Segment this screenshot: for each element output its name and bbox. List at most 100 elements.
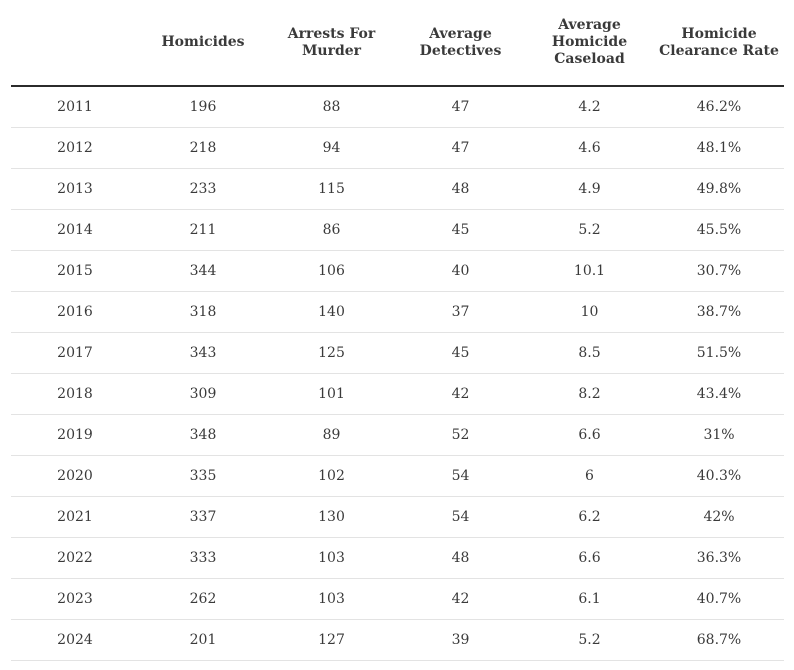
cell-arrests-for-murder: 115 — [267, 168, 396, 210]
cell-year: 2017 — [11, 332, 139, 374]
cell-arrests-for-murder: 103 — [267, 537, 396, 579]
cell-homicide-clearance-rate: 68.7% — [654, 619, 784, 661]
data-table-container: Homicides Arrests For Murder Average Detec… — [11, 0, 784, 661]
cell-arrests-for-murder: 103 — [267, 578, 396, 620]
cell-arrests-for-murder: 130 — [267, 496, 396, 538]
cell-homicides: 344 — [139, 250, 267, 292]
cell-homicide-clearance-rate: 40.3% — [654, 455, 784, 497]
cell-year: 2022 — [11, 537, 139, 579]
cell-arrests-for-murder: 102 — [267, 455, 396, 497]
table-row: 2015 344 106 40 10.1 30.7% — [11, 250, 784, 292]
cell-year: 2016 — [11, 291, 139, 333]
cell-average-homicide-caseload: 5.2 — [525, 209, 654, 251]
cell-homicides: 343 — [139, 332, 267, 374]
cell-homicides: 262 — [139, 578, 267, 620]
cell-arrests-for-murder: 86 — [267, 209, 396, 251]
cell-average-homicide-caseload: 6 — [525, 455, 654, 497]
cell-homicide-clearance-rate: 36.3% — [654, 537, 784, 579]
cell-average-detectives: 52 — [396, 414, 525, 456]
cell-homicides: 333 — [139, 537, 267, 579]
cell-homicide-clearance-rate: 40.7% — [654, 578, 784, 620]
cell-arrests-for-murder: 106 — [267, 250, 396, 292]
table-row: 2022 333 103 48 6.6 36.3% — [11, 537, 784, 579]
cell-year: 2013 — [11, 168, 139, 210]
cell-homicide-clearance-rate: 48.1% — [654, 127, 784, 169]
column-header-average-detectives: Average Detectives — [396, 0, 525, 87]
cell-average-detectives: 40 — [396, 250, 525, 292]
table-row: 2013 233 115 48 4.9 49.8% — [11, 168, 784, 210]
cell-average-detectives: 47 — [396, 86, 525, 128]
cell-average-homicide-caseload: 10.1 — [525, 250, 654, 292]
cell-homicides: 309 — [139, 373, 267, 415]
cell-arrests-for-murder: 89 — [267, 414, 396, 456]
cell-average-homicide-caseload: 5.2 — [525, 619, 654, 661]
cell-average-homicide-caseload: 6.1 — [525, 578, 654, 620]
cell-arrests-for-murder: 140 — [267, 291, 396, 333]
cell-average-homicide-caseload: 8.2 — [525, 373, 654, 415]
cell-average-homicide-caseload: 10 — [525, 291, 654, 333]
cell-homicide-clearance-rate: 45.5% — [654, 209, 784, 251]
table-row: 2024 201 127 39 5.2 68.7% — [11, 619, 784, 661]
cell-arrests-for-murder: 101 — [267, 373, 396, 415]
cell-homicide-clearance-rate: 30.7% — [654, 250, 784, 292]
cell-average-homicide-caseload: 6.2 — [525, 496, 654, 538]
cell-average-detectives: 48 — [396, 537, 525, 579]
cell-homicide-clearance-rate: 46.2% — [654, 86, 784, 128]
table-row: 2020 335 102 54 6 40.3% — [11, 455, 784, 497]
cell-year: 2014 — [11, 209, 139, 251]
cell-average-detectives: 47 — [396, 127, 525, 169]
table-header: Homicides Arrests For Murder Average Detec… — [11, 0, 784, 87]
cell-average-detectives: 54 — [396, 455, 525, 497]
table-body: 2011 196 88 47 4.2 46.2% 2012 218 94 47 4.6 48.1% 20… — [11, 86, 784, 661]
cell-year: 2011 — [11, 86, 139, 128]
cell-average-detectives: 39 — [396, 619, 525, 661]
table-row: 2018 309 101 42 8.2 43.4% — [11, 373, 784, 415]
cell-homicides: 218 — [139, 127, 267, 169]
cell-homicide-clearance-rate: 49.8% — [654, 168, 784, 210]
cell-average-detectives: 54 — [396, 496, 525, 538]
header-row: Homicides Arrests For Murder Average Detec… — [11, 0, 784, 87]
cell-homicide-clearance-rate: 42% — [654, 496, 784, 538]
cell-average-homicide-caseload: 8.5 — [525, 332, 654, 374]
cell-arrests-for-murder: 127 — [267, 619, 396, 661]
cell-homicide-clearance-rate: 51.5% — [654, 332, 784, 374]
column-header-average-homicide-caseload: Average Homicide Caseload — [525, 0, 654, 87]
column-header-year — [11, 0, 139, 87]
cell-arrests-for-murder: 88 — [267, 86, 396, 128]
cell-homicides: 196 — [139, 86, 267, 128]
cell-year: 2020 — [11, 455, 139, 497]
cell-year: 2019 — [11, 414, 139, 456]
table-row: 2023 262 103 42 6.1 40.7% — [11, 578, 784, 620]
table-row: 2012 218 94 47 4.6 48.1% — [11, 127, 784, 169]
cell-year: 2023 — [11, 578, 139, 620]
cell-average-detectives: 45 — [396, 332, 525, 374]
cell-average-detectives: 37 — [396, 291, 525, 333]
cell-year: 2021 — [11, 496, 139, 538]
table-row: 2014 211 86 45 5.2 45.5% — [11, 209, 784, 251]
cell-homicide-clearance-rate: 43.4% — [654, 373, 784, 415]
cell-average-detectives: 48 — [396, 168, 525, 210]
cell-homicides: 233 — [139, 168, 267, 210]
column-header-homicides: Homicides — [139, 0, 267, 87]
cell-homicide-clearance-rate: 38.7% — [654, 291, 784, 333]
cell-homicides: 335 — [139, 455, 267, 497]
cell-average-homicide-caseload: 4.9 — [525, 168, 654, 210]
homicide-statistics-table: Homicides Arrests For Murder Average Detec… — [11, 0, 784, 661]
cell-average-homicide-caseload: 6.6 — [525, 414, 654, 456]
cell-average-homicide-caseload: 6.6 — [525, 537, 654, 579]
cell-homicide-clearance-rate: 31% — [654, 414, 784, 456]
cell-homicides: 348 — [139, 414, 267, 456]
cell-homicides: 201 — [139, 619, 267, 661]
table-row: 2021 337 130 54 6.2 42% — [11, 496, 784, 538]
cell-average-homicide-caseload: 4.2 — [525, 86, 654, 128]
cell-homicides: 211 — [139, 209, 267, 251]
column-header-homicide-clearance-rate: Homicide Clearance Rate — [654, 0, 784, 87]
table-row: 2016 318 140 37 10 38.7% — [11, 291, 784, 333]
cell-year: 2024 — [11, 619, 139, 661]
cell-average-detectives: 42 — [396, 373, 525, 415]
column-header-arrests-for-murder: Arrests For Murder — [267, 0, 396, 87]
cell-average-detectives: 45 — [396, 209, 525, 251]
cell-year: 2018 — [11, 373, 139, 415]
cell-average-homicide-caseload: 4.6 — [525, 127, 654, 169]
cell-homicides: 318 — [139, 291, 267, 333]
